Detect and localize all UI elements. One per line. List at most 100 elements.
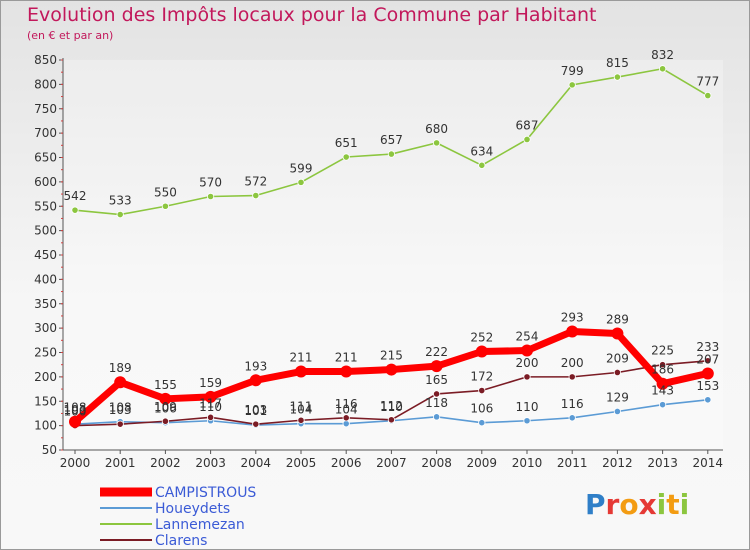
data-label: 103 [64, 403, 87, 417]
data-point [658, 401, 667, 409]
data-label: 211 [290, 351, 313, 365]
proxiti-logo: Proxiti [585, 488, 690, 521]
y-tick-label: 650 [34, 151, 57, 165]
y-tick-label: 50 [42, 443, 57, 457]
data-label: 200 [561, 356, 584, 370]
data-label: 599 [290, 161, 313, 175]
data-point [159, 392, 172, 405]
data-point [116, 420, 124, 428]
data-label: 103 [244, 403, 267, 417]
data-label: 680 [425, 122, 448, 136]
x-tick-label: 2000 [60, 456, 91, 470]
data-point [704, 91, 712, 100]
x-tick-label: 2013 [647, 456, 678, 470]
x-tick-label: 2004 [241, 456, 272, 470]
data-point [161, 202, 169, 210]
data-label: 657 [380, 133, 403, 147]
x-tick-label: 2009 [467, 456, 498, 470]
data-point [116, 210, 124, 219]
x-tick-label: 2002 [150, 456, 181, 470]
data-point [385, 363, 398, 376]
data-label: 572 [244, 175, 267, 189]
data-point [568, 373, 576, 381]
data-label: 153 [696, 379, 719, 393]
data-point [387, 150, 395, 158]
data-label: 189 [109, 361, 132, 375]
data-label: 215 [380, 349, 403, 363]
data-point [478, 161, 486, 169]
data-label: 104 [335, 403, 358, 417]
data-label: 651 [335, 136, 358, 150]
data-point [161, 417, 169, 425]
data-label: 106 [470, 402, 493, 416]
x-tick-label: 2008 [421, 456, 452, 470]
data-point [342, 414, 350, 422]
data-label: 106 [154, 402, 177, 416]
data-point [701, 367, 714, 380]
data-point [114, 376, 127, 389]
data-label: 116 [561, 397, 584, 411]
data-point [297, 416, 305, 424]
data-label: 143 [651, 384, 674, 398]
data-label: 193 [244, 359, 267, 373]
y-tick-label: 800 [34, 77, 57, 91]
data-label: 165 [425, 373, 448, 387]
data-label: 200 [516, 356, 539, 370]
data-point [523, 417, 531, 425]
data-point [523, 373, 531, 381]
data-label: 815 [606, 56, 629, 70]
data-point [71, 206, 79, 214]
y-tick-label: 400 [34, 272, 57, 286]
x-tick-label: 2012 [602, 456, 633, 470]
data-point [340, 365, 353, 378]
y-tick-label: 350 [34, 297, 57, 311]
data-label: 109 [154, 400, 177, 414]
data-point [478, 419, 486, 427]
legend-entry: Lannemezan [155, 517, 245, 533]
legend-entry: Clarens [155, 533, 207, 549]
data-label: 100 [64, 405, 87, 419]
data-point [658, 65, 667, 73]
x-tick-label: 2007 [376, 456, 407, 470]
data-label: 233 [696, 340, 719, 354]
data-point [568, 81, 576, 89]
data-point [387, 416, 395, 424]
y-tick-label: 300 [34, 321, 57, 335]
data-point [295, 365, 307, 378]
data-label: 118 [425, 396, 448, 410]
data-label: 111 [290, 399, 313, 413]
data-label: 252 [470, 331, 493, 345]
data-point [252, 191, 260, 200]
data-label: 108 [109, 401, 132, 415]
y-tick-label: 600 [34, 175, 57, 189]
y-tick-label: 250 [34, 346, 57, 360]
data-label: 110 [199, 400, 222, 414]
data-point [297, 178, 305, 186]
data-point [342, 153, 350, 161]
data-point [521, 344, 533, 357]
data-label: 293 [561, 311, 584, 325]
data-point [249, 374, 262, 387]
data-point [204, 390, 217, 403]
data-label: 108 [64, 401, 87, 415]
chart-title: Evolution des Impôts locaux pour la Comm… [27, 4, 597, 26]
y-tick-label: 550 [34, 199, 57, 213]
data-label: 832 [651, 48, 674, 62]
x-tick-label: 2014 [693, 456, 724, 470]
y-tick-label: 200 [34, 370, 57, 384]
data-point [523, 135, 531, 144]
data-point [69, 415, 81, 428]
data-point [613, 368, 622, 377]
data-label: 222 [425, 345, 448, 359]
y-tick-label: 850 [34, 53, 57, 67]
data-point [568, 414, 576, 422]
data-point [207, 192, 215, 201]
data-label: 112 [380, 399, 403, 413]
x-tick-label: 2006 [331, 456, 362, 470]
data-label: 254 [516, 330, 539, 344]
plot-area [63, 60, 723, 450]
data-point [432, 413, 441, 421]
data-point [613, 73, 622, 81]
